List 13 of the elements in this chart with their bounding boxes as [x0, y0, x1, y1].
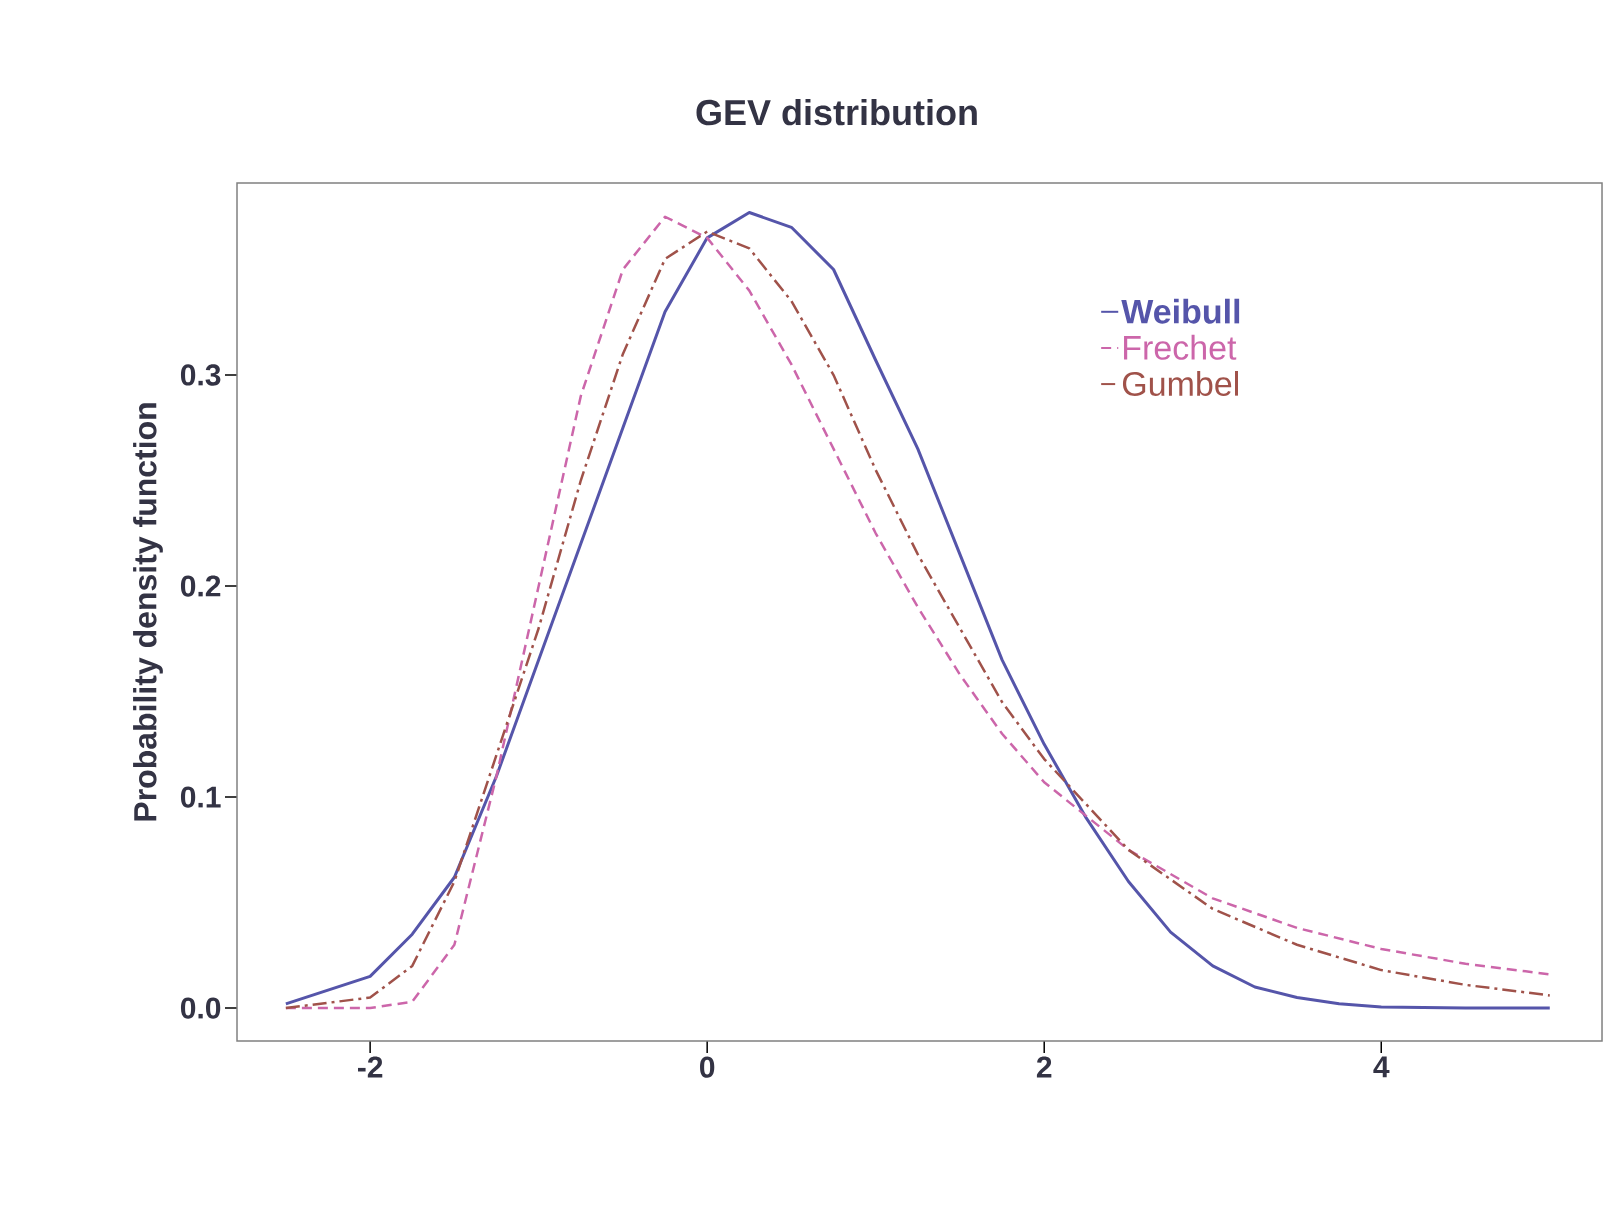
chart-title: GEV distribution: [696, 98, 977, 126]
y-tick-label: 0.3: [180, 364, 221, 386]
y-tick-label: 0.2: [180, 575, 221, 597]
x-tick-label: -2: [357, 1056, 383, 1078]
x-tick-label: 2: [1036, 1056, 1052, 1078]
legend-label: Frechet: [1124, 334, 1237, 360]
legend-label: Weibull: [1121, 298, 1240, 324]
x-tick-label: 4: [1373, 1056, 1390, 1078]
y-tick-label: 0.0: [180, 997, 221, 1019]
y-axis-title: Probability density function: [133, 403, 163, 821]
y-tick-label: 0.1: [180, 786, 221, 808]
legend-label: Gumbel: [1122, 371, 1239, 396]
x-tick-label: 0: [700, 1056, 715, 1078]
